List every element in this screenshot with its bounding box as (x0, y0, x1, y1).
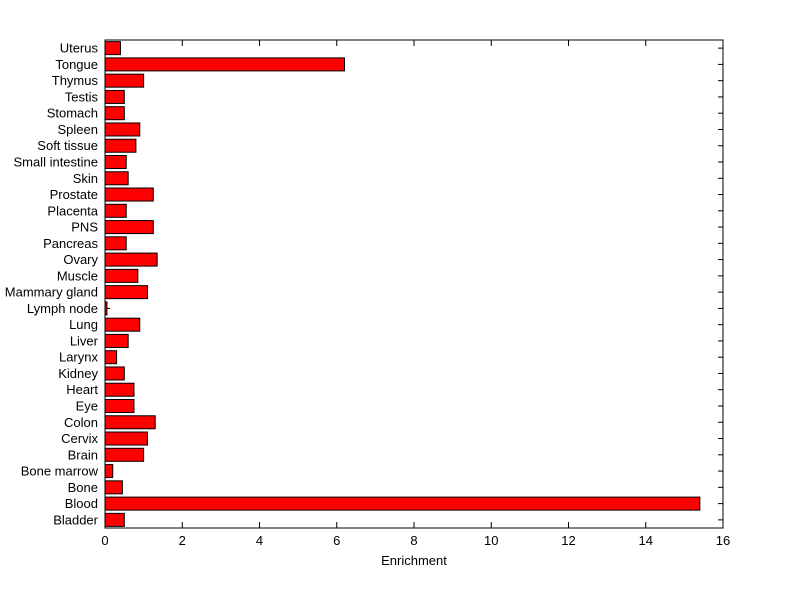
y-category-label: Uterus (60, 41, 99, 56)
bar-uterus (104, 41, 121, 56)
y-category-label: Blood (65, 496, 98, 511)
x-axis-label: Enrichment (381, 553, 447, 568)
x-tick-label: 2 (179, 533, 186, 548)
y-category-label: Heart (66, 382, 98, 397)
y-category-label: Bladder (53, 512, 98, 527)
y-category-label: Thymus (52, 73, 99, 88)
bar-spleen (104, 122, 141, 137)
y-category-label: Pancreas (43, 236, 98, 251)
bar-liver (104, 333, 129, 348)
axis-box (104, 39, 724, 529)
x-tick-label: 4 (256, 533, 263, 548)
y-category-label: Stomach (47, 106, 98, 121)
y-category-label: Prostate (50, 187, 98, 202)
bar-skin (104, 171, 129, 186)
bar-prostate (104, 187, 154, 202)
bar-soft-tissue (104, 138, 137, 153)
bar-mammary-gland (104, 285, 148, 300)
y-category-label: Liver (70, 333, 99, 348)
bar-kidney (104, 366, 125, 381)
x-tick-label: 10 (484, 533, 498, 548)
y-category-label: Lymph node (27, 301, 98, 316)
y-category-label: Colon (64, 415, 98, 430)
bar-tongue (104, 57, 345, 72)
x-tick-label: 6 (333, 533, 340, 548)
y-category-label: Cervix (61, 431, 98, 446)
bar-blood (104, 496, 701, 511)
y-category-label: Bone (68, 480, 98, 495)
bar-heart (104, 382, 135, 397)
y-category-label: Small intestine (13, 155, 98, 170)
y-category-label: Spleen (58, 122, 98, 137)
y-category-label: Placenta (47, 203, 98, 218)
y-category-label: Testis (65, 89, 99, 104)
bar-bone-marrow (104, 464, 114, 479)
bar-muscle (104, 268, 139, 283)
bar-colon (104, 415, 156, 430)
x-tick-label: 16 (716, 533, 730, 548)
bar-bone (104, 480, 123, 495)
x-tick-label: 14 (639, 533, 653, 548)
bar-thymus (104, 73, 145, 88)
y-category-label: Eye (76, 399, 98, 414)
bar-lung (104, 317, 141, 332)
y-category-label: Lung (69, 317, 98, 332)
x-tick-label: 8 (410, 533, 417, 548)
y-category-label: Kidney (58, 366, 98, 381)
y-category-label: Ovary (63, 252, 98, 267)
bar-cervix (104, 431, 148, 446)
y-category-label: PNS (71, 220, 98, 235)
x-tick-label: 0 (101, 533, 108, 548)
bar-bladder (104, 512, 125, 527)
y-category-label: Larynx (59, 350, 99, 365)
bar-placenta (104, 203, 127, 218)
bar-brain (104, 447, 145, 462)
bar-small-intestine (104, 154, 127, 170)
y-category-label: Muscle (57, 268, 98, 283)
y-category-label: Tongue (55, 57, 98, 72)
bar-testis (104, 89, 125, 104)
x-tick-label: 12 (561, 533, 575, 548)
y-category-label: Bone marrow (21, 464, 99, 479)
bar-ovary (104, 252, 158, 267)
y-category-label: Brain (68, 447, 98, 462)
bar-larynx (104, 350, 118, 365)
bar-stomach (104, 106, 125, 121)
y-category-label: Soft tissue (37, 138, 98, 153)
bar-pancreas (104, 236, 127, 251)
y-category-label: Mammary gland (5, 285, 98, 300)
bar-pns (104, 220, 154, 235)
y-category-label: Skin (73, 171, 98, 186)
bar-eye (104, 398, 135, 414)
